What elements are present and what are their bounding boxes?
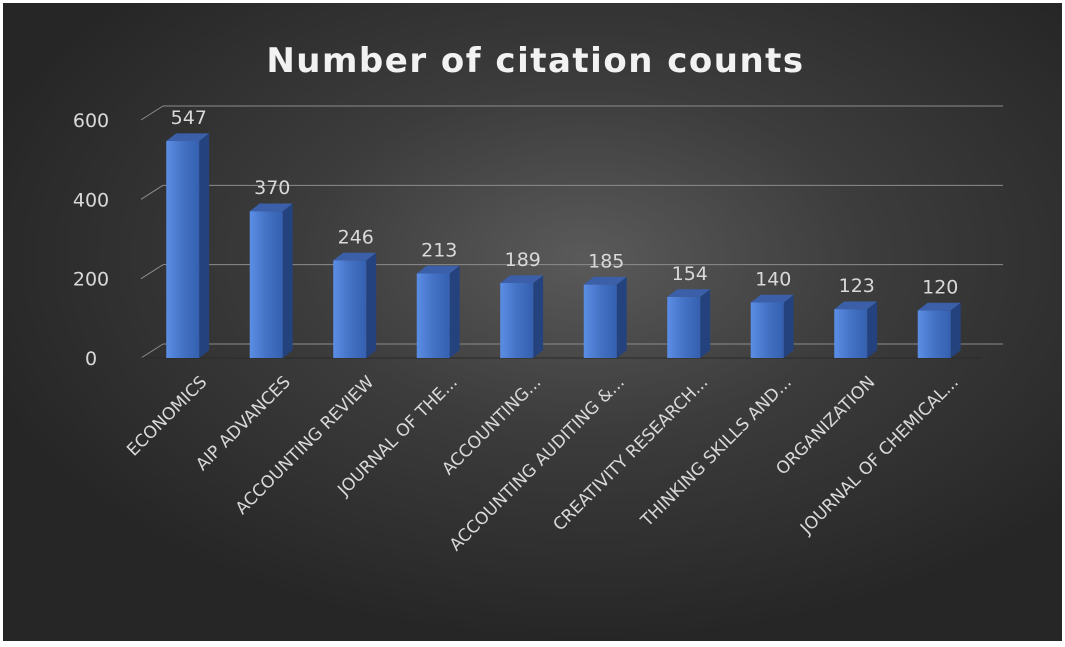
data-label: 154 [672, 263, 708, 285]
bar [249, 211, 283, 358]
data-label: 189 [505, 249, 541, 271]
x-tick-label: ACCOUNTING REVIEW [232, 372, 379, 519]
x-tick-label: CREATIVITY RESEARCH... [550, 372, 713, 535]
gridline-depth [140, 264, 164, 280]
data-label: 185 [588, 251, 624, 273]
bar-side [366, 252, 377, 358]
x-tick-label: JOURNAL OF CHEMICAL... [796, 372, 963, 539]
y-tick-label: 200 [73, 269, 109, 291]
bar [834, 309, 868, 358]
x-tick-label: ACCOUNTING AUDITING &... [446, 372, 629, 555]
y-tick-label: 600 [73, 110, 109, 132]
bar-top [249, 203, 293, 212]
bar-side [199, 133, 210, 358]
bar [416, 273, 450, 358]
bar-top [333, 252, 377, 261]
bar-top [583, 276, 627, 285]
bar-side [783, 294, 794, 358]
bar [333, 260, 367, 358]
y-tick-label: 0 [85, 348, 97, 370]
bar-top [917, 302, 961, 311]
data-label: 123 [839, 275, 875, 297]
bar-side [700, 289, 711, 358]
bar-top [416, 265, 460, 274]
bar-side [867, 301, 878, 358]
y-tick-label: 400 [73, 189, 109, 211]
data-label: 370 [254, 177, 290, 199]
bar-top [834, 301, 878, 310]
bar-side [282, 203, 293, 358]
bar-side [616, 276, 627, 358]
bar [750, 302, 784, 358]
data-label: 120 [922, 276, 958, 298]
bar [667, 296, 701, 358]
data-label: 213 [421, 240, 457, 262]
data-label: 547 [171, 107, 207, 129]
bar [583, 284, 617, 358]
chart-title: Number of citation counts [266, 41, 805, 81]
x-tick-label: THINKING SKILLS AND... [637, 372, 796, 531]
bar-top [166, 133, 210, 142]
bar-side [950, 302, 961, 358]
bar-top [500, 275, 544, 284]
bar [500, 283, 534, 358]
bar [917, 310, 951, 358]
bar [166, 141, 200, 358]
gridline-depth [140, 343, 164, 359]
bar-side [533, 275, 544, 358]
bar-side [449, 265, 460, 358]
x-tick-label: ECONOMICS [123, 372, 211, 460]
bar-top [667, 289, 711, 297]
data-label: 246 [338, 226, 374, 248]
data-label: 140 [755, 268, 791, 290]
bar-top [750, 294, 794, 303]
gridline-depth [140, 184, 164, 200]
gridline-depth [140, 105, 164, 121]
